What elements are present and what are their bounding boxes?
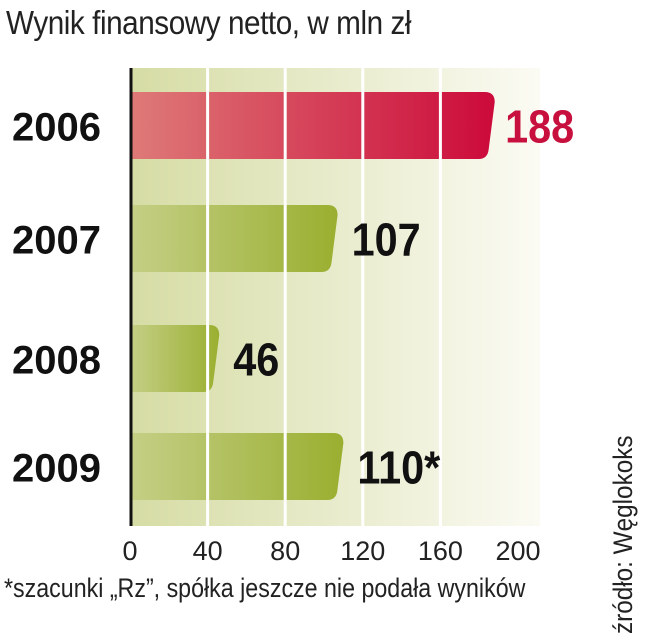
x-tick-label: 80: [270, 536, 300, 566]
value-label: 110*: [357, 443, 440, 495]
value-label: 107: [352, 215, 421, 267]
category-label: 2008: [12, 339, 101, 383]
category-label: 2007: [12, 219, 101, 263]
category-label: 2009: [12, 447, 101, 491]
value-label: 188: [505, 102, 574, 154]
chart-title: Wynik finansowy netto, w mln zł: [6, 4, 412, 41]
bar-2008: [130, 325, 220, 392]
x-tick-label: 0: [122, 536, 137, 566]
category-label: 2006: [12, 106, 101, 150]
x-tick-label: 40: [193, 536, 223, 566]
footnote: *szacunki „Rz”, spółka jeszcze nie podał…: [4, 573, 526, 603]
bar-2006: [130, 92, 495, 159]
source-note: źródło: Węglokoks: [608, 435, 638, 634]
x-tick-label: 160: [418, 536, 463, 566]
x-tick-label: 200: [495, 536, 540, 566]
value-label: 46: [233, 335, 279, 387]
bar-2009: [130, 433, 344, 500]
x-tick-label: 120: [340, 536, 385, 566]
bar-2007: [130, 205, 338, 272]
